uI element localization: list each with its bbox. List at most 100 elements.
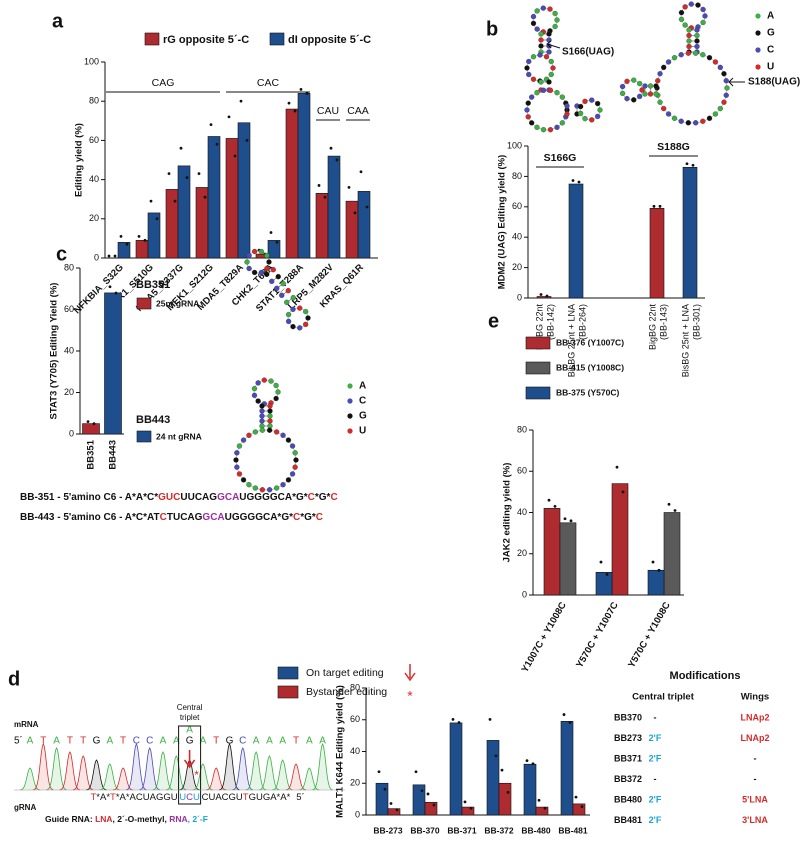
- replicate-dot: [155, 217, 159, 221]
- nucleotide: [264, 265, 270, 272]
- sequence-segment: T: [90, 792, 96, 803]
- bystander-marker: *: [194, 768, 199, 782]
- sequence-segment: *G*: [315, 492, 331, 503]
- nucleotide: [564, 103, 570, 109]
- nucleotide: [259, 408, 265, 414]
- y-tick-label: 100: [84, 56, 99, 66]
- nucleotide: [548, 58, 554, 65]
- y-tick-label: 80: [512, 171, 522, 181]
- sequence-segment: C: [160, 512, 167, 523]
- nucleotide: [534, 124, 540, 130]
- nucleotide: [285, 318, 292, 325]
- replicate-dot: [113, 254, 117, 258]
- nucleotide: [273, 395, 279, 402]
- nucleotide: [631, 77, 637, 83]
- replicate-dot: [125, 242, 129, 246]
- nucleotide: [540, 5, 546, 11]
- nucleotide: [706, 55, 713, 61]
- replicate-dot: [432, 803, 436, 807]
- nucleotide: [534, 8, 540, 14]
- nucleotide: [530, 76, 537, 82]
- replicate-dot: [563, 517, 567, 521]
- nucleotide: [721, 99, 727, 105]
- replicate-dot: [108, 285, 112, 289]
- legend-swatch: [525, 386, 551, 400]
- three-prime: 5´: [296, 792, 304, 803]
- bar: [267, 240, 281, 259]
- replicate-dot: [685, 162, 689, 166]
- replicate-dot: [323, 195, 327, 199]
- nucleotide: [577, 110, 584, 117]
- sequence-segment: TUCAG: [167, 512, 203, 523]
- replicate-dot: [658, 204, 662, 208]
- replicate-dot: [599, 560, 603, 564]
- replicate-dot: [667, 502, 671, 506]
- nucleotide: [240, 437, 247, 443]
- legend-label: C: [359, 396, 366, 407]
- legend-swatch: [277, 685, 299, 699]
- legend-label: U: [359, 426, 366, 437]
- replicate-dot: [547, 498, 551, 502]
- pointer-arrow: [546, 40, 561, 49]
- nucleotide: [661, 105, 667, 112]
- trace-peak: [165, 755, 187, 791]
- nucleotide: [712, 111, 719, 117]
- bar: [560, 721, 574, 816]
- bar: [285, 108, 299, 259]
- nucleotide: [268, 378, 274, 384]
- bar: [498, 782, 512, 816]
- sequence: Guide RNA: LNA, 2´-O-methyl, RNA, 2´-F: [45, 814, 208, 824]
- nucleotide: [665, 59, 672, 65]
- replicate-dot: [227, 115, 231, 119]
- bar: [611, 483, 629, 596]
- nucleotide: [285, 311, 292, 318]
- base-call: A: [306, 736, 313, 747]
- sequence-segment: GUC: [158, 492, 180, 503]
- nucleotide: [550, 65, 556, 71]
- sequence-segment: Guide RNA:: [45, 814, 95, 824]
- bar: [682, 166, 698, 299]
- bar: [117, 242, 131, 259]
- nucleotide: [267, 408, 273, 414]
- panel-label: b: [486, 18, 498, 40]
- nucleotide: [582, 98, 588, 104]
- nucleotide: [524, 65, 530, 71]
- sequence-segment: UUCAG: [180, 492, 217, 503]
- replicate-dot: [383, 787, 387, 791]
- nucleotide: [233, 457, 239, 463]
- base-call: A: [200, 736, 207, 747]
- grna-label: gRNA: [14, 803, 36, 812]
- nucleotide: [280, 432, 286, 438]
- table-cell: -: [754, 753, 757, 763]
- nucleotide: [712, 59, 719, 65]
- box-label: triplet: [180, 713, 200, 722]
- legend-swatch: [136, 297, 152, 310]
- nucleotide: [700, 52, 706, 58]
- trace-peak: [259, 755, 280, 791]
- replicate-dot: [525, 759, 529, 763]
- x-tick-label: BB-372: [484, 825, 514, 835]
- bar: [387, 808, 401, 816]
- nucleotide: [552, 10, 558, 17]
- nucleotide: [685, 120, 691, 126]
- nucleotide: [657, 99, 663, 105]
- legend-dot: [755, 47, 761, 53]
- nucleotide: [280, 482, 286, 488]
- nucleotide: [700, 118, 706, 124]
- trace-peak: [245, 751, 267, 791]
- nucleotide: [723, 78, 729, 84]
- nucleotide: [234, 450, 240, 456]
- table-cell: 2'F: [649, 753, 662, 763]
- base-call: A: [27, 736, 34, 747]
- base-call: T: [40, 736, 46, 747]
- nucleotide: [538, 79, 544, 85]
- sequence-segment: GUGA*A*: [249, 792, 291, 803]
- replicate-dot: [494, 754, 498, 758]
- y-tick-label: 80: [89, 96, 99, 106]
- bar: [536, 296, 552, 299]
- x-tick-label: Y570C + Y1007C: [574, 600, 621, 670]
- replicate-dot: [173, 199, 177, 203]
- nucleotide: [285, 437, 292, 443]
- y-axis-label: STAT3 (Y705) Editing Yield (%): [49, 283, 60, 420]
- legend-swatch: [525, 361, 551, 375]
